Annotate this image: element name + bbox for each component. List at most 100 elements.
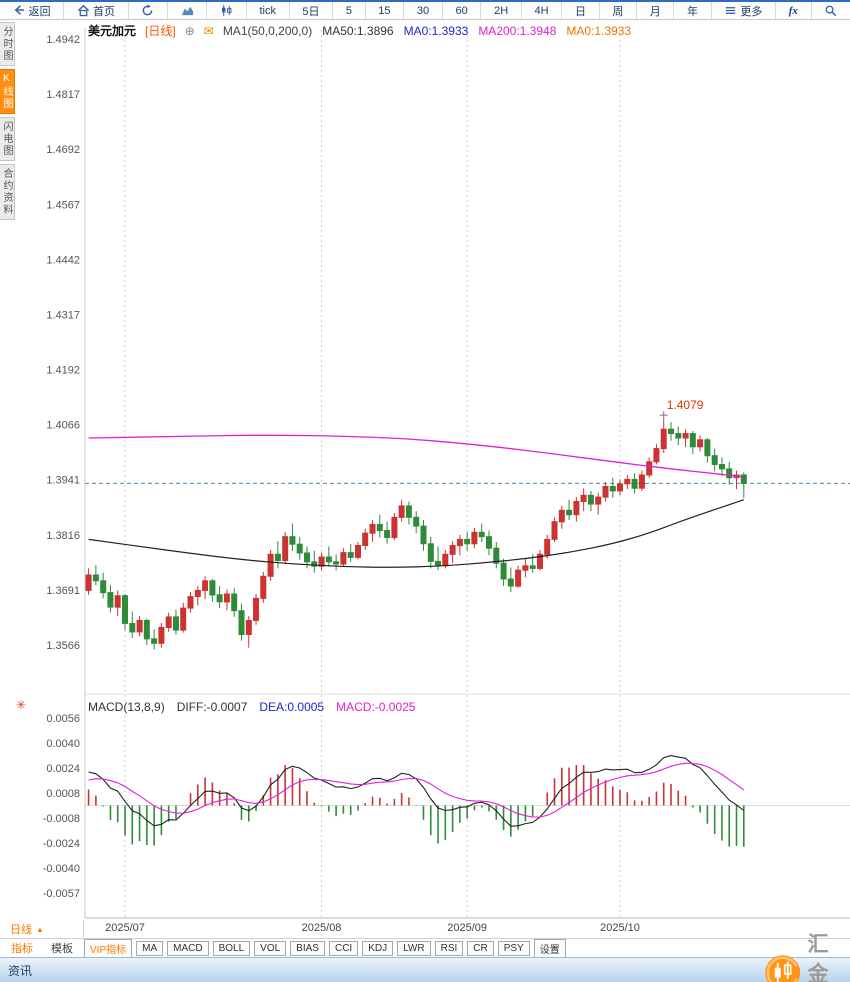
toolbar-back-button[interactable]: 返回 bbox=[0, 2, 65, 19]
price-tick-label: 1.4942 bbox=[46, 34, 80, 46]
candle-body bbox=[507, 578, 514, 587]
price-axis-labels: 1.4942 1.4817 1.4692 1.4567 1.4442 1.4317 1.41… bbox=[46, 34, 80, 652]
toolbar-5d-button[interactable]: 5日 bbox=[290, 2, 334, 19]
toolbar-fx-button[interactable]: fx bbox=[776, 2, 812, 19]
tab-templates[interactable]: 模板 bbox=[51, 943, 73, 955]
candle-body bbox=[158, 626, 165, 644]
toolbar-5-button[interactable]: 5 bbox=[333, 2, 366, 19]
candle-body bbox=[202, 580, 209, 591]
price-tick-label: 1.3816 bbox=[46, 530, 80, 542]
candle-body bbox=[151, 638, 158, 644]
toolbar-month-button[interactable]: 月 bbox=[637, 2, 675, 19]
candle-body bbox=[420, 525, 427, 545]
candle-body bbox=[245, 619, 252, 636]
toolbar-year-button[interactable]: 年 bbox=[674, 2, 712, 19]
toolbar-15-label: 15 bbox=[378, 4, 391, 17]
toolbar-5-label: 5 bbox=[345, 4, 352, 17]
indicator-button-psy[interactable]: PSY bbox=[497, 940, 530, 956]
candle-body bbox=[478, 531, 485, 538]
back-icon bbox=[13, 4, 26, 17]
candle-body bbox=[464, 538, 471, 545]
toolbar-week-button[interactable]: 周 bbox=[600, 2, 638, 19]
candle-body bbox=[711, 455, 718, 466]
price-chart[interactable]: 1.4942 1.4817 1.4692 1.4567 1.4442 1.4317 1.41… bbox=[14, 19, 850, 920]
candle-body bbox=[660, 428, 667, 450]
candle-body bbox=[296, 543, 303, 554]
toolbar-year-label: 年 bbox=[687, 5, 699, 18]
sidebar-item-contract-info[interactable]: 合约资料 bbox=[0, 164, 15, 220]
x-axis-row: 日线 ▲ 2025/07 2025/08 2025/09 2025/10 bbox=[0, 920, 850, 938]
candle-body bbox=[180, 607, 187, 631]
candle-body bbox=[704, 439, 711, 457]
price-tick-label: 1.4817 bbox=[46, 89, 80, 101]
toolbar-30-button[interactable]: 30 bbox=[404, 2, 443, 19]
candle-body bbox=[173, 616, 179, 631]
indicator-button-vol[interactable]: VOL bbox=[254, 940, 287, 956]
candle-body bbox=[740, 474, 747, 484]
indicator-button-rsi[interactable]: RSI bbox=[434, 940, 464, 956]
indicator-button-ma[interactable]: MA bbox=[136, 940, 164, 956]
add-indicator-icon[interactable]: ⊕ bbox=[184, 23, 195, 38]
x-axis-label-2025/09: 2025/09 bbox=[447, 922, 488, 934]
indicator-button-lwr[interactable]: LWR bbox=[397, 940, 431, 956]
candle-body bbox=[209, 580, 216, 596]
toolbar-search-button[interactable] bbox=[812, 2, 850, 19]
toolbar-15-button[interactable]: 15 bbox=[366, 2, 405, 19]
macd-tick-label: 0.0008 bbox=[46, 788, 80, 800]
candle-body bbox=[325, 556, 332, 563]
indicator-button-settings[interactable]: 设置 bbox=[533, 938, 566, 958]
news-tab[interactable]: 资讯 bbox=[8, 963, 33, 978]
indicator-button-macd[interactable]: MACD bbox=[167, 940, 209, 956]
toolbar-fx-label: fx bbox=[788, 4, 798, 17]
candle-body bbox=[471, 531, 478, 545]
candle-body bbox=[689, 433, 696, 448]
candle-body bbox=[719, 464, 725, 470]
candle-body bbox=[675, 433, 682, 439]
sidebar-item-kline-chart[interactable]: K线图 bbox=[0, 69, 15, 114]
indicator-settings-icon[interactable]: ✳ bbox=[16, 698, 27, 712]
toolbar-2h-button[interactable]: 2H bbox=[481, 2, 522, 19]
toolbar-tick-button[interactable]: tick bbox=[247, 2, 290, 19]
indicator-button-vip[interactable]: VIP指标 bbox=[84, 938, 133, 958]
indicator-button-cci[interactable]: CCI bbox=[328, 940, 359, 956]
tab-indicators[interactable]: 指标 bbox=[11, 943, 33, 955]
price-tick-label: 1.4567 bbox=[46, 199, 80, 211]
toolbar-4h-button[interactable]: 4H bbox=[522, 2, 563, 19]
candle-body bbox=[289, 536, 296, 545]
sidebar-item-time-chart[interactable]: 分时图 bbox=[0, 22, 15, 66]
candle-body bbox=[398, 505, 405, 518]
candle-body bbox=[311, 561, 318, 567]
indicator-button-bias[interactable]: BIAS bbox=[290, 940, 325, 956]
home-icon bbox=[77, 4, 90, 17]
toolbar-home-button[interactable]: 首页 bbox=[64, 2, 129, 19]
macd-diff-value: DIFF:-0.0007 bbox=[176, 700, 248, 714]
period-selector[interactable]: 日线 ▲ bbox=[0, 920, 84, 938]
candle-body bbox=[376, 523, 383, 532]
toolbar-60-button[interactable]: 60 bbox=[443, 2, 482, 19]
macd-tick-label: -0.0057 bbox=[43, 888, 80, 900]
candle-body bbox=[405, 505, 412, 518]
price-tick-label: 1.3566 bbox=[46, 640, 80, 652]
candle-body bbox=[85, 574, 92, 591]
candle-body bbox=[449, 545, 456, 555]
sidebar-item-lightning-chart[interactable]: 闪电图 bbox=[0, 117, 15, 161]
indicator-button-kdj[interactable]: KDJ bbox=[362, 940, 394, 956]
candle-body bbox=[231, 593, 238, 612]
toolbar-more-button[interactable]: 更多 bbox=[712, 2, 777, 19]
indicator-button-cr[interactable]: CR bbox=[467, 940, 494, 956]
ma-label-4: MA0:1.3933 bbox=[566, 23, 632, 38]
toolbar-refresh-button[interactable] bbox=[129, 2, 169, 19]
toolbar-area-chart-button[interactable] bbox=[168, 2, 208, 19]
price-tick-label: 1.4317 bbox=[46, 309, 80, 321]
alert-icon[interactable]: ✉ bbox=[203, 23, 214, 38]
indicator-button-boll[interactable]: BOLL bbox=[212, 940, 251, 956]
toolbar-home-label: 首页 bbox=[93, 5, 116, 18]
candle-body bbox=[391, 516, 398, 539]
candle-body bbox=[355, 545, 361, 558]
toolbar-day-button[interactable]: 日 bbox=[562, 2, 600, 19]
toolbar-candle-chart-button[interactable] bbox=[207, 2, 247, 19]
candle-body bbox=[427, 543, 434, 562]
ma200-line bbox=[88, 434, 744, 478]
dea-line bbox=[88, 762, 745, 818]
